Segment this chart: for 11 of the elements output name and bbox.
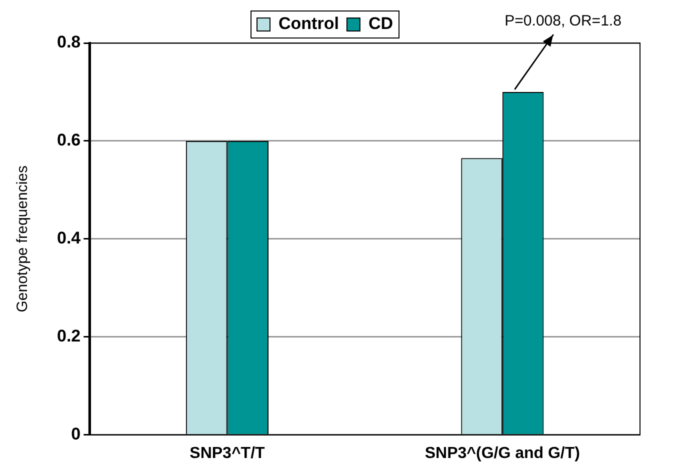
y-axis-title: Genotype frequencies bbox=[14, 166, 32, 312]
y-tick-label: 0.6 bbox=[56, 130, 81, 150]
legend-label: Control bbox=[278, 14, 339, 34]
legend-label: CD bbox=[368, 14, 393, 34]
y-tick-label: 0 bbox=[71, 424, 81, 444]
x-tick-label: SNP3^T/T bbox=[190, 444, 266, 462]
y-tick-label: 0.4 bbox=[56, 228, 82, 248]
y-tick-label: 0.2 bbox=[56, 326, 81, 346]
y-tick-label: 0.8 bbox=[56, 32, 81, 52]
text: P=0.008, OR=1.8 bbox=[504, 12, 622, 30]
x-tick-label: SNP3^(G/G and G/T) bbox=[424, 444, 580, 462]
